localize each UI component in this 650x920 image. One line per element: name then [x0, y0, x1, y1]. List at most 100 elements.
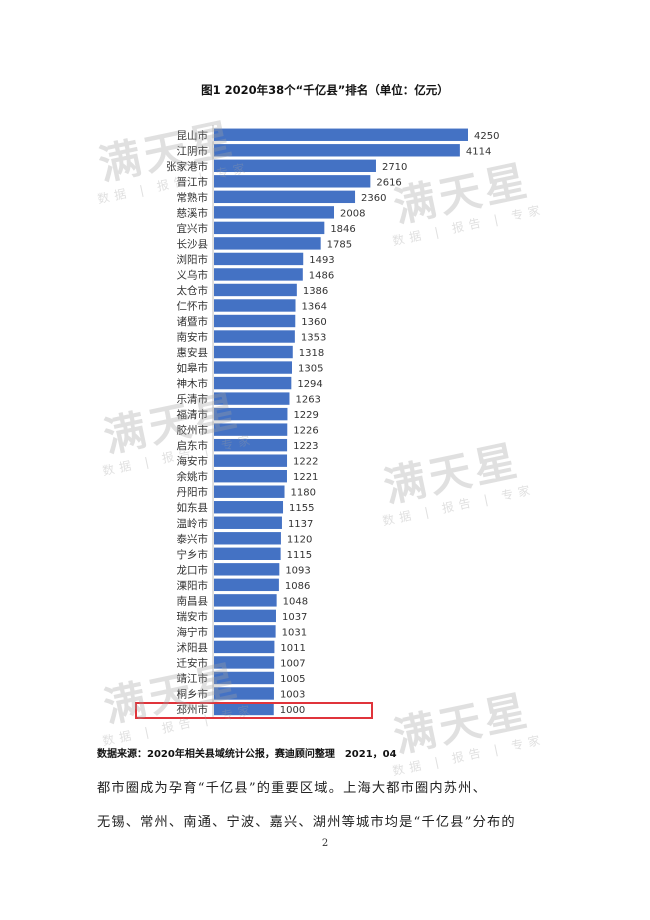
category-label: 晋江市 [177, 175, 209, 188]
category-label: 长沙县 [177, 238, 209, 250]
data-label: 1364 [302, 301, 327, 312]
data-label: 1005 [280, 674, 305, 685]
bar [214, 206, 335, 219]
bar [214, 175, 371, 188]
category-label: 泰兴市 [177, 532, 209, 545]
category-label: 温岭市 [177, 517, 209, 530]
data-label: 1493 [309, 255, 334, 266]
bar [214, 407, 288, 421]
bar [214, 283, 297, 297]
bar [214, 625, 276, 638]
data-label: 1120 [287, 534, 312, 545]
body-text-line-2: 无锡、常州、南通、宁波、嘉兴、湖州等城市均是“千亿县”分布的 [97, 815, 516, 830]
data-label: 2710 [382, 162, 407, 173]
data-label: 1037 [282, 612, 307, 623]
data-label: 1222 [293, 457, 318, 468]
data-label: 1226 [293, 426, 318, 437]
bar [214, 330, 295, 343]
bar [214, 252, 304, 266]
bar [214, 516, 282, 529]
bar [214, 392, 290, 405]
bar [214, 159, 376, 172]
bar [214, 314, 296, 328]
bar [214, 609, 276, 623]
bar [214, 268, 303, 281]
category-label: 靖江市 [177, 672, 209, 685]
category-label: 浏阳市 [177, 253, 209, 266]
category-label: 桐乡市 [177, 687, 209, 700]
category-label: 宜兴市 [177, 222, 209, 235]
bar [214, 345, 293, 359]
category-label: 昆山市 [177, 129, 209, 142]
data-label: 2008 [340, 208, 365, 219]
data-label: 1086 [285, 581, 310, 592]
data-label: 1003 [280, 689, 305, 700]
highlight-box [135, 702, 373, 719]
bar [214, 144, 460, 157]
bar [214, 438, 288, 452]
bar [214, 501, 284, 514]
bar [214, 128, 468, 141]
bar [214, 485, 285, 498]
data-label: 1386 [303, 286, 328, 297]
data-label: 1180 [291, 488, 316, 499]
bar [214, 687, 274, 700]
data-label: 1000 [280, 705, 305, 716]
category-label: 瑞安市 [177, 610, 209, 623]
data-label: 2360 [361, 193, 386, 204]
bar [214, 470, 287, 483]
bar [214, 361, 292, 374]
category-label: 诸暨市 [177, 315, 209, 328]
data-label: 1007 [280, 658, 305, 669]
bar [214, 656, 275, 669]
bar [214, 594, 277, 607]
data-label: 1846 [330, 224, 355, 235]
data-label: 1115 [287, 550, 312, 561]
data-label: 4250 [474, 131, 499, 142]
category-label: 余姚市 [177, 470, 209, 483]
category-label: 宁乡市 [177, 548, 209, 561]
data-label: 1137 [288, 519, 313, 530]
chart-title: 图1 2020年38个“千亿县”排名（单位：亿元） [201, 83, 449, 97]
bar [214, 237, 321, 250]
bar-chart: 昆山市 4250 江阴市 4114 张家港市 2710 晋江市 2616 常熟市 2360 慈溪市 2… [166, 125, 499, 717]
category-label: 张家港市 [166, 160, 208, 173]
data-label: 1263 [295, 395, 320, 406]
data-label: 1360 [301, 317, 326, 328]
source-note: 数据来源：2020年相关县域统计公报，赛迪顾问整理 2021，04 [97, 749, 397, 760]
bar [214, 532, 281, 545]
bar [214, 423, 288, 436]
bar [214, 221, 325, 235]
category-label: 仁怀市 [177, 299, 209, 312]
data-label: 1011 [280, 643, 305, 654]
category-label: 溧阳市 [177, 579, 209, 592]
data-label: 1093 [285, 565, 310, 576]
category-label: 迁安市 [177, 656, 209, 669]
data-label: 1221 [293, 472, 318, 483]
bar [214, 578, 279, 592]
bar [214, 547, 281, 560]
data-label: 1155 [289, 503, 314, 514]
category-label: 海宁市 [177, 625, 209, 638]
category-label: 南昌县 [177, 594, 209, 607]
category-label: 义乌市 [177, 268, 209, 281]
data-label: 1785 [327, 239, 352, 250]
category-label: 丹阳市 [177, 486, 209, 499]
data-label: 1031 [282, 627, 307, 638]
bar [214, 563, 280, 576]
data-label: 1223 [293, 441, 318, 452]
body-text-line-1: 都市圈成为孕育“千亿县”的重要区域。上海大都市圈内苏州、 [97, 781, 487, 796]
bar [214, 376, 292, 390]
category-label: 海安市 [177, 455, 209, 468]
category-label: 邳州市 [177, 703, 209, 716]
category-label: 江阴市 [177, 144, 209, 157]
data-label: 1048 [283, 596, 308, 607]
category-label: 乐清市 [177, 393, 209, 406]
category-label: 太仓市 [177, 284, 209, 297]
category-label: 龙口市 [177, 563, 209, 576]
category-label: 神木市 [177, 377, 209, 390]
category-label: 慈溪市 [177, 206, 209, 219]
category-label: 如皋市 [177, 362, 209, 375]
category-label: 常熟市 [177, 191, 209, 204]
data-label: 1305 [298, 364, 323, 375]
